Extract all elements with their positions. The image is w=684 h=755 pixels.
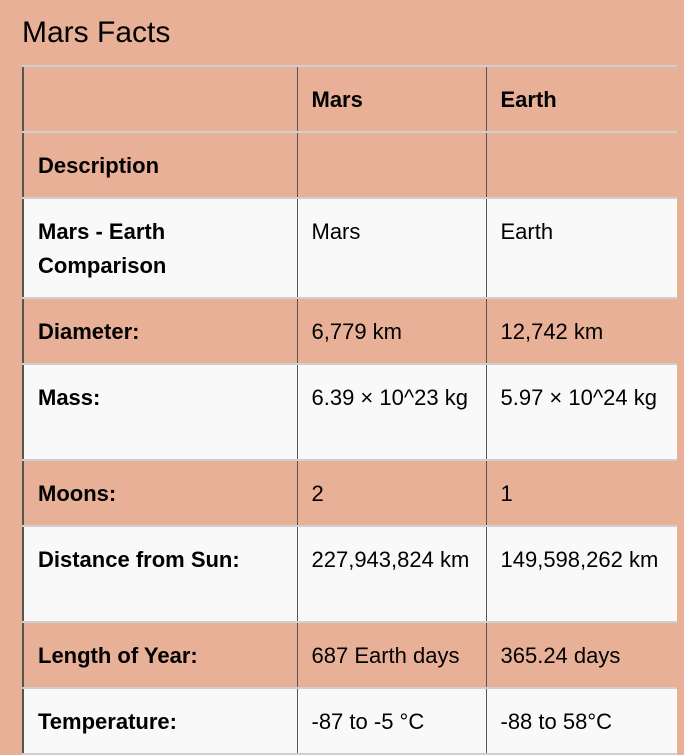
header-cell-earth: Earth	[485, 65, 677, 133]
row-label: Description	[22, 131, 297, 199]
page-title: Mars Facts	[22, 16, 171, 49]
mars-facts-table: Mars Earth Description Mars - Earth Comp…	[22, 65, 677, 755]
table-row: Distance from Sun: 227,943,824 km 149,59…	[22, 525, 677, 623]
table-row: Description	[22, 131, 677, 199]
earth-value: 149,598,262 km	[485, 525, 677, 623]
earth-value: 5.97 × 10^24 kg	[485, 363, 677, 461]
earth-value: 1	[485, 459, 677, 527]
row-label: Mars - Earth Comparison	[22, 197, 297, 299]
earth-value	[485, 131, 677, 199]
table-row: Mars - Earth Comparison Mars Earth	[22, 197, 677, 299]
row-label: Diameter:	[22, 297, 297, 365]
row-label: Moons:	[22, 459, 297, 527]
earth-value: 365.24 days	[485, 621, 677, 689]
header-cell-empty	[22, 65, 297, 133]
mars-value: 6.39 × 10^23 kg	[296, 363, 486, 461]
mars-value: -87 to -5 °C	[296, 687, 486, 755]
row-label: Mass:	[22, 363, 297, 461]
mars-value: 6,779 km	[296, 297, 486, 365]
row-label: Temperature:	[22, 687, 297, 755]
mars-value	[296, 131, 486, 199]
earth-value: -88 to 58°C	[485, 687, 677, 755]
table-row: Moons: 2 1	[22, 459, 677, 527]
table-row: Mass: 6.39 × 10^23 kg 5.97 × 10^24 kg	[22, 363, 677, 461]
row-label: Distance from Sun:	[22, 525, 297, 623]
mars-value: 2	[296, 459, 486, 527]
mars-value: Mars	[296, 197, 486, 299]
earth-value: 12,742 km	[485, 297, 677, 365]
row-label: Length of Year:	[22, 621, 297, 689]
mars-value: 227,943,824 km	[296, 525, 486, 623]
table-row: Diameter: 6,779 km 12,742 km	[22, 297, 677, 365]
table-row: Length of Year: 687 Earth days 365.24 da…	[22, 621, 677, 689]
table-header-row: Mars Earth	[22, 65, 677, 133]
header-cell-mars: Mars	[296, 65, 486, 133]
earth-value: Earth	[485, 197, 677, 299]
mars-value: 687 Earth days	[296, 621, 486, 689]
table-row: Temperature: -87 to -5 °C -88 to 58°C	[22, 687, 677, 755]
